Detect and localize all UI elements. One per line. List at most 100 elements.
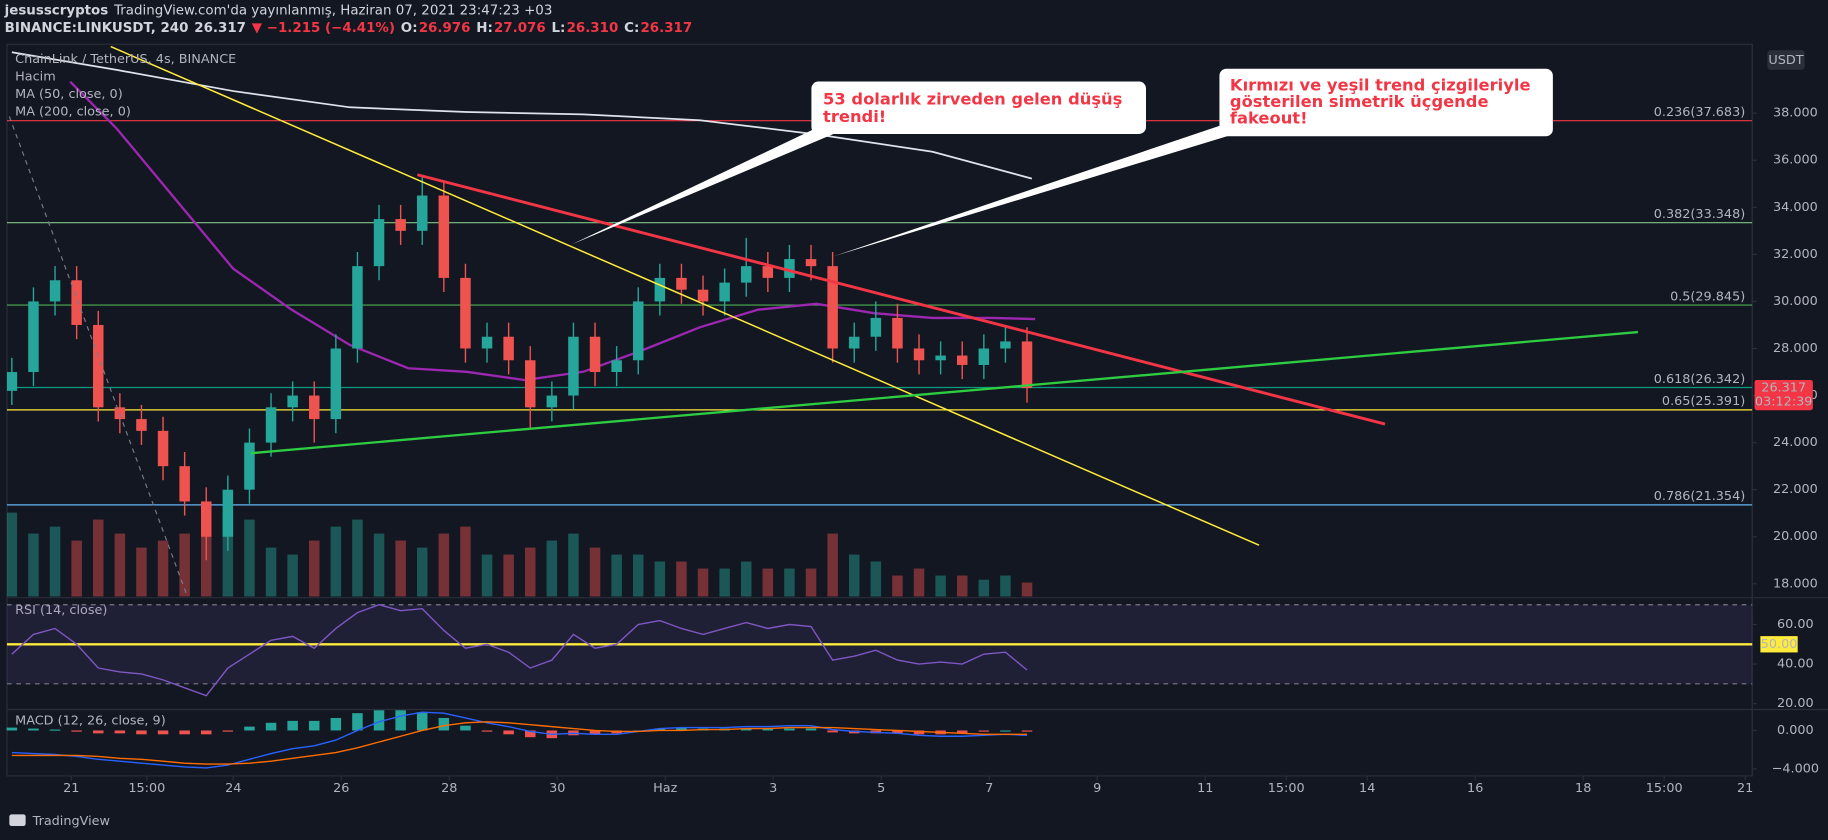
legend-rsi: RSI (14, close) <box>15 603 107 618</box>
macd-histogram <box>71 730 82 732</box>
candle-body <box>524 360 536 408</box>
quote-part: 26.976 <box>419 21 471 36</box>
macd-histogram <box>114 730 126 734</box>
fib-label: 0.618(26.342) <box>1654 372 1745 387</box>
candle-body <box>892 317 903 349</box>
macd-histogram <box>676 727 687 731</box>
volume-bar <box>697 568 709 597</box>
candle-body <box>978 348 990 365</box>
currency[interactable]: USDT <box>1768 53 1803 68</box>
quote-part: ▼ −1.215 (−4.41%) <box>252 21 395 36</box>
candle-body <box>848 336 860 349</box>
annotation: Kırmızı ve yeşil trend çizgileriyle göst… <box>833 68 1553 257</box>
x-tick-label: 15:00 <box>1268 781 1305 796</box>
y-tick-label: 32.000 <box>1773 247 1818 262</box>
volume-bar <box>524 547 536 597</box>
macd-histogram <box>352 713 363 731</box>
drawings <box>8 45 1639 595</box>
x-tick-label: Haz <box>653 781 677 796</box>
volume-bar <box>481 554 493 597</box>
macd-histogram <box>654 728 666 731</box>
volume-bar <box>1021 582 1033 597</box>
x-tick-label: 26 <box>333 781 349 796</box>
volume-bar <box>870 561 882 597</box>
volume-bar <box>762 568 774 597</box>
y-tick-label: −4.000 <box>1772 761 1819 776</box>
annotation-text: fakeout! <box>1230 108 1308 127</box>
volume-bar <box>568 533 579 597</box>
macd-histogram <box>416 712 428 731</box>
candle-body <box>827 266 838 349</box>
volume-bar <box>827 533 838 597</box>
macd-histogram <box>762 728 774 731</box>
legend-volume: Hacim <box>15 69 56 84</box>
macd-histogram <box>740 728 752 731</box>
callout-pointer <box>833 125 1239 257</box>
candle-body <box>330 348 342 420</box>
candle-body <box>244 442 255 490</box>
volume-bar <box>71 540 82 597</box>
legend-ma: MA (200, close, 0) <box>15 104 131 119</box>
x-tick-label: 24 <box>225 781 241 796</box>
volume-bar <box>784 568 795 597</box>
volume-bar <box>157 540 169 597</box>
candle-body <box>589 336 601 373</box>
volume-bar <box>330 526 342 597</box>
trend-line <box>250 330 1639 455</box>
candle-body <box>676 277 687 290</box>
macd-histogram <box>265 722 277 731</box>
candle-body <box>201 501 212 537</box>
candle-body <box>654 277 666 302</box>
volume-bar <box>956 575 968 597</box>
candle-body <box>719 282 730 302</box>
macd-histogram <box>28 728 39 731</box>
y-tick-label: 60.00 <box>1777 617 1814 632</box>
callout-pointer <box>571 128 842 245</box>
quote-part: O: <box>401 21 418 36</box>
volume-bar <box>460 526 471 597</box>
fib-label: 0.236(37.683) <box>1654 105 1745 120</box>
y-tick-label: 28.000 <box>1773 341 1818 356</box>
macd-histogram <box>1000 730 1011 732</box>
candle-body <box>870 317 882 337</box>
volume-bar <box>676 561 687 597</box>
macd-histogram <box>201 730 212 735</box>
volume-bar <box>179 533 190 597</box>
volume-bar <box>611 554 622 597</box>
candle-body <box>395 219 406 231</box>
fib-label: 0.382(33.348) <box>1654 207 1745 222</box>
macd-histogram <box>978 730 990 732</box>
macd-histogram <box>244 726 255 731</box>
x-tick-label: 21 <box>1737 781 1753 796</box>
candle-body <box>93 324 104 408</box>
y-tick-label: 20.00 <box>1777 696 1814 711</box>
y-tick-label: 34.000 <box>1773 200 1818 215</box>
volume-bar <box>978 579 990 597</box>
macd-histogram <box>438 717 450 731</box>
macd-histogram <box>308 720 320 731</box>
trend-line <box>416 173 1386 426</box>
quote-part: 26.317 <box>194 21 246 36</box>
macd-histogram <box>93 730 104 734</box>
volume-bar <box>265 547 277 597</box>
trend-line <box>110 45 1260 546</box>
macd-histogram <box>892 730 903 734</box>
volume-bar <box>892 575 903 597</box>
macd-histogram <box>395 710 406 731</box>
candle-body <box>481 336 493 349</box>
currency-box[interactable] <box>1767 50 1805 70</box>
candle-body <box>935 355 946 361</box>
last-price-box <box>1754 379 1813 411</box>
candle-body <box>740 266 752 283</box>
volume-bar <box>136 547 147 597</box>
quote-part: BINANCE:LINKUSDT, 240 <box>5 21 189 36</box>
macd-histogram <box>913 730 925 735</box>
annotation-text: gösterilen simetrik üçgende <box>1230 92 1489 111</box>
y-tick-label: 24.000 <box>1773 435 1818 450</box>
macd-histogram <box>330 717 342 731</box>
quote-part: C: <box>624 21 639 36</box>
x-tick-label: 3 <box>769 781 777 796</box>
candle-body <box>913 348 925 361</box>
legend-macd: MACD (12, 26, close, 9) <box>15 714 166 729</box>
annotation: 53 dolarlık zirveden gelen düşüş trendi! <box>571 81 1146 245</box>
